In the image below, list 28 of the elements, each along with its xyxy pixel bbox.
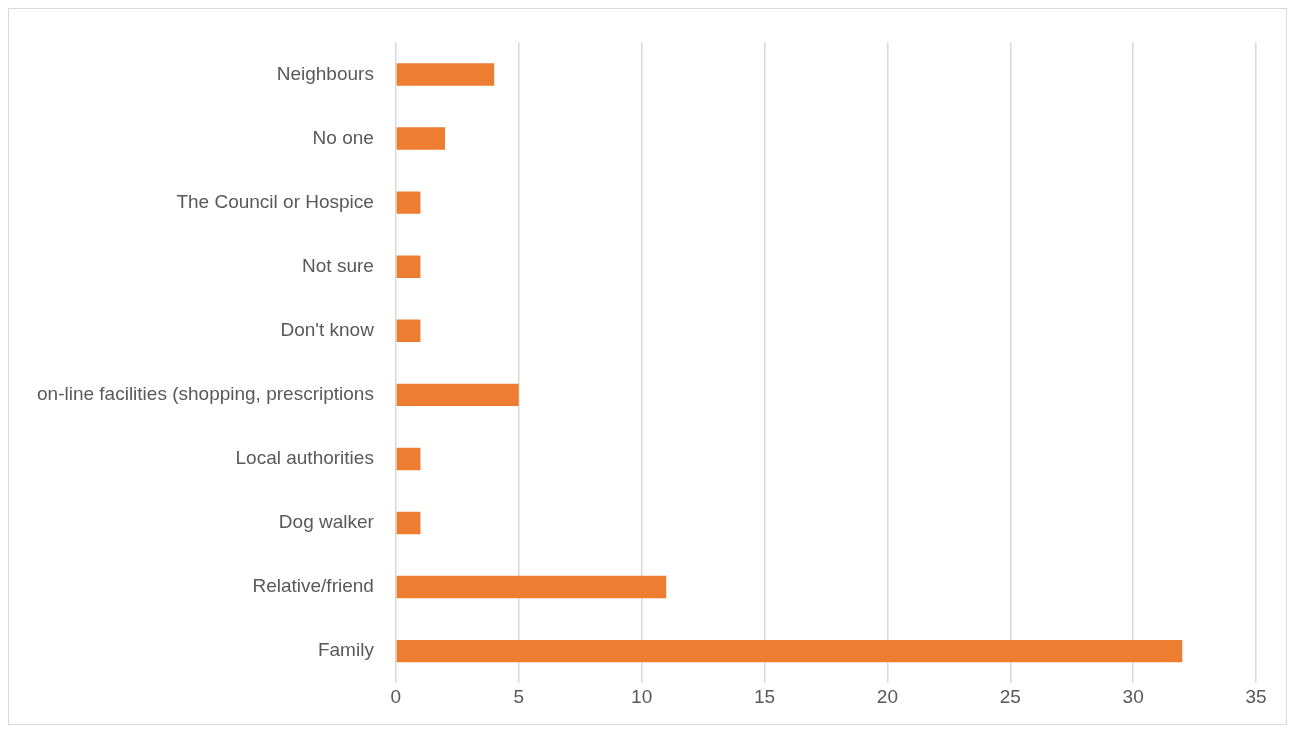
x-tick-label: 15 (753, 685, 776, 707)
y-tick-label: The Council or Hospice (176, 190, 374, 212)
x-tick-label: 20 (876, 685, 898, 707)
bar (396, 447, 421, 471)
bar (396, 383, 519, 407)
bar (396, 127, 446, 150)
bar (396, 191, 421, 214)
x-tick-label: 0 (390, 685, 402, 707)
bar (396, 511, 421, 535)
x-tick-label: 10 (631, 685, 653, 707)
y-tick-label: Neighbours (276, 62, 374, 84)
y-tick-label: Not sure (302, 254, 374, 276)
x-tick-label: 30 (1122, 685, 1144, 707)
y-tick-label: Relative/friend (252, 575, 374, 597)
bar (396, 255, 421, 278)
y-tick-label: on-line facilities (shopping, prescriptions (37, 383, 374, 405)
bar (396, 639, 1183, 663)
y-tick-label: Don't know (280, 318, 375, 340)
y-tick-label: Family (317, 639, 375, 661)
y-tick-label: No one (312, 126, 374, 148)
y-tick-label: Local authorities (235, 447, 374, 469)
y-tick-label: Dog walker (278, 511, 375, 533)
bar (396, 319, 421, 342)
x-tick-label: 25 (999, 685, 1021, 707)
bar (396, 63, 495, 86)
bar (396, 575, 667, 599)
x-tick-label: 5 (513, 685, 525, 707)
x-tick-label: 35 (1245, 685, 1267, 707)
